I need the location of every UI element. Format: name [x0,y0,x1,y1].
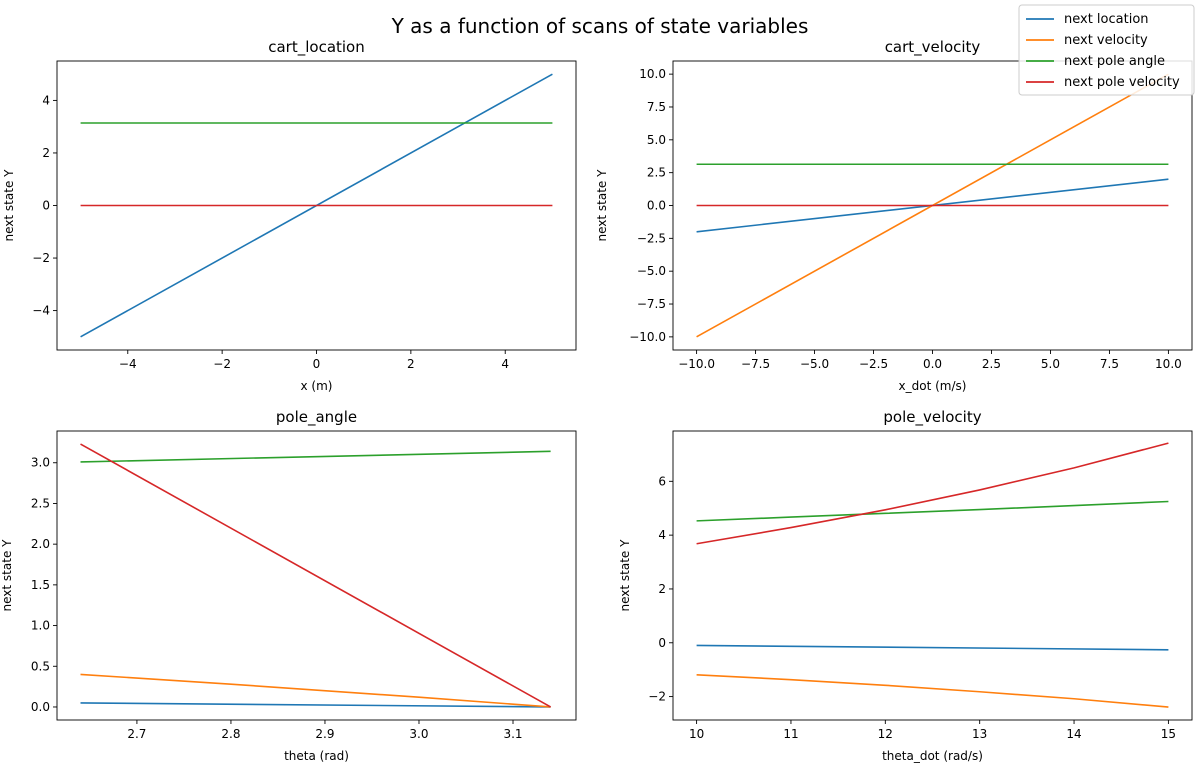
y-tick-label: 2.5 [31,496,50,510]
subplot-title: pole_velocity [883,408,981,427]
subplot-pole_velocity: pole_velocity 10 11 12 13 14 15 −2 0 2 4 6 theta_dot… [618,408,1193,763]
x-tick-label: −2.5 [859,357,888,371]
legend-label: next velocity [1064,33,1148,48]
x-tick-label: −7.5 [741,357,770,371]
y-tick-label: 0 [42,199,50,213]
x-tick-label: 10 [689,727,704,741]
y-tick-label: −4 [32,304,50,318]
y-axis-label: next state Y [0,539,14,612]
series-line-next-pole-velocity [80,443,552,708]
legend: next location next velocity next pole angl… [1018,4,1195,96]
y-tick-label: 4 [42,93,50,107]
x-tick-label: 4 [501,357,509,371]
subplot-cart_velocity: cart_velocity −10.0 −7.5 −5.0 −2.5 0.0 2.5 5.0 7… [595,38,1193,393]
x-tick-label: 0 [313,357,321,371]
y-tick-label: 0.5 [31,659,50,673]
axes-frame [672,430,1193,721]
x-tick-label: 0.0 [923,357,942,371]
series-line-next-pole-angle [696,500,1169,522]
y-tick-label: 2.0 [31,537,50,551]
x-axis-label: theta (rad) [284,749,349,763]
x-tick-label: 5.0 [1041,357,1060,371]
x-tick-label: 7.5 [1100,357,1119,371]
x-tick-label: 3.0 [409,727,428,741]
y-tick-label: −5.0 [637,264,666,278]
subplot-title: pole_angle [276,408,357,427]
x-axis-label: theta_dot (rad/s) [882,749,983,763]
y-tick-label: 0.0 [647,199,666,213]
y-tick-label: 7.5 [647,100,666,114]
x-tick-label: 2.5 [982,357,1001,371]
x-axis-label: x (m) [301,379,333,393]
y-axis-label: next state Y [618,539,632,612]
y-tick-label: −7.5 [637,297,666,311]
y-tick-label: 0 [658,636,666,650]
y-tick-label: 2.5 [647,166,666,180]
y-tick-label: 1.0 [31,619,50,633]
y-tick-label: 2 [42,146,50,160]
x-tick-label: 15 [1161,727,1176,741]
legend-label: next pole angle [1064,54,1165,69]
y-tick-label: 4 [658,528,666,542]
series-line-next-pole-velocity [696,442,1169,545]
x-tick-label: 11 [783,727,798,741]
subplot-title: cart_location [268,38,365,57]
subplot-cart_location: cart_location −4 −2 0 2 4 −4 −2 0 2 4 x (m) next sta… [2,38,577,393]
series-line-next-pole-angle [80,450,551,463]
subplot-pole_angle: pole_angle 2.7 2.8 2.9 3.0 3.1 0.0 0.5 1.0 1.5 2.0… [0,408,577,763]
series-line-next-location [80,702,551,708]
legend-label: next pole velocity [1064,75,1180,90]
y-tick-label: 10.0 [639,67,666,81]
legend-label: next location [1064,12,1149,27]
y-tick-label: 0.0 [31,700,50,714]
y-tick-label: −2 [32,251,50,265]
x-tick-label: 10.0 [1155,357,1182,371]
series-line-next-velocity [80,673,551,708]
x-tick-label: 12 [878,727,893,741]
x-tick-label: −4 [119,357,137,371]
figure-title: Y as a function of scans of state variab… [391,14,809,38]
axes-frame [56,430,577,721]
x-tick-label: 2 [407,357,415,371]
y-tick-label: −2.5 [637,231,666,245]
series-line-next-velocity [696,673,1169,708]
x-tick-label: 14 [1066,727,1081,741]
y-tick-label: 1.5 [31,578,50,592]
y-axis-label: next state Y [2,169,16,242]
series-line-next-location [696,644,1169,651]
x-tick-label: 3.1 [503,727,522,741]
x-tick-label: −10.0 [678,357,715,371]
x-tick-label: 2.8 [221,727,240,741]
y-axis-label: next state Y [595,169,609,242]
y-tick-label: 3.0 [31,456,50,470]
subplot-title: cart_velocity [885,38,981,57]
x-tick-label: 13 [972,727,987,741]
x-tick-label: 2.9 [315,727,334,741]
x-tick-label: −2 [213,357,231,371]
y-tick-label: −2 [648,690,666,704]
x-tick-label: −5.0 [800,357,829,371]
y-tick-label: 2 [658,582,666,596]
x-axis-label: x_dot (m/s) [899,379,967,393]
x-tick-label: 2.7 [127,727,146,741]
legend-box [1018,4,1195,96]
y-tick-label: −10.0 [629,330,666,344]
y-tick-label: 6 [658,474,666,488]
y-tick-label: 5.0 [647,133,666,147]
